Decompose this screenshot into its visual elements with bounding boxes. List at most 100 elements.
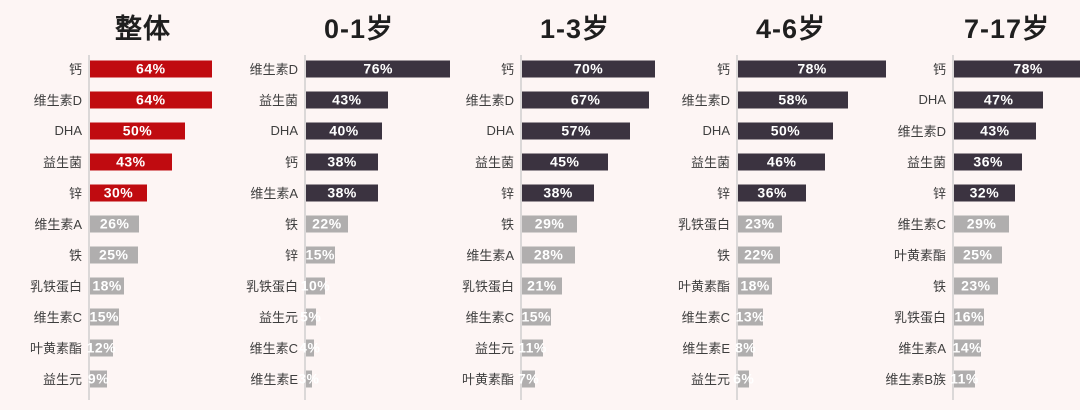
chart-row: 维生素C 4% <box>216 332 432 363</box>
chart-row: 铁 29% <box>432 208 648 239</box>
chart-row: 维生素D 43% <box>864 115 1080 146</box>
category-label: 维生素D <box>681 93 730 108</box>
bar-zone: 15% <box>89 308 216 326</box>
bar-value-label: 50% <box>122 122 153 139</box>
bar-zone: 43% <box>954 122 1080 140</box>
category-label: 锌 <box>716 186 730 201</box>
category-label: 钙 <box>932 62 946 77</box>
category-label: 维生素D <box>465 93 514 108</box>
bar: 11% <box>950 370 978 387</box>
bar: 22% <box>738 246 780 263</box>
category-label: 锌 <box>68 186 82 201</box>
bar-value-label: 4% <box>299 339 321 356</box>
category-label: DHA <box>270 123 298 138</box>
chart-rows-age-7-17: 钙 78% DHA 47% 维生素D 43% 益生菌 36% 锌 32% 维生素C 29% 叶黄素酯 25… <box>864 53 1080 410</box>
category-label: 维生素D <box>249 62 298 77</box>
chart-row: 锌 36% <box>648 177 864 208</box>
bar-zone: 10% <box>301 277 432 295</box>
chart-row: 铁 25% <box>0 239 216 270</box>
bar-zone: 7% <box>518 370 648 388</box>
bar-value-label: 11% <box>950 370 979 387</box>
category-label: 锌 <box>932 186 946 201</box>
bar-zone: 22% <box>306 215 432 233</box>
chart-row: 维生素A 26% <box>0 208 216 239</box>
category-label: DHA <box>702 123 730 138</box>
bar-value-label: 64% <box>136 60 166 77</box>
category-label: 维生素E <box>250 372 298 387</box>
bar: 15% <box>521 308 552 325</box>
axis-line <box>736 55 738 400</box>
chart-row: 乳铁蛋白 23% <box>648 208 864 239</box>
chart-row: 益生元 6% <box>648 363 864 394</box>
bar-zone: 36% <box>954 153 1080 171</box>
bar-zone: 11% <box>950 370 1080 388</box>
chart-title-overall: 整体 <box>115 14 171 44</box>
bar-value-label: 38% <box>543 184 573 201</box>
category-label: 铁 <box>932 279 946 294</box>
bar-value-label: 58% <box>778 91 808 108</box>
bar-zone: 64% <box>90 91 216 109</box>
bar-value-label: 15% <box>521 308 552 325</box>
category-label: 叶黄素酯 <box>461 372 514 387</box>
bar: 67% <box>522 91 650 108</box>
chart-row: 益生菌 36% <box>864 146 1080 177</box>
bar-value-label: 7% <box>518 370 540 387</box>
bar-zone: 46% <box>738 153 864 171</box>
bar-zone: 15% <box>521 308 648 326</box>
bar: 64% <box>90 60 212 77</box>
bar-value-label: 21% <box>527 277 557 294</box>
bar-value-label: 11% <box>518 339 547 356</box>
bar: 26% <box>90 215 140 232</box>
bar-value-label: 15% <box>305 246 336 263</box>
bar: 21% <box>522 277 562 294</box>
bar: 15% <box>89 308 119 325</box>
chart-title-age-1-3: 1-3岁 <box>539 14 611 44</box>
chart-row: 维生素A 38% <box>216 177 432 208</box>
bar-zone: 4% <box>299 339 432 357</box>
category-label: 益生元 <box>690 372 730 387</box>
category-label: 维生素C <box>33 310 82 325</box>
chart-row: 维生素D 58% <box>648 84 864 115</box>
bar-zone: 26% <box>90 215 216 233</box>
bar: 5% <box>300 308 321 325</box>
bar-value-label: 25% <box>98 246 129 263</box>
bar-zone: 16% <box>954 308 1080 326</box>
bar: 18% <box>90 277 125 294</box>
bar-zone: 15% <box>305 246 432 264</box>
chart-row: DHA 40% <box>216 115 432 146</box>
bar-value-label: 36% <box>757 184 787 201</box>
bar-value-label: 43% <box>980 122 1010 139</box>
bar-zone: 67% <box>522 91 650 109</box>
bar-value-label: 28% <box>533 246 564 263</box>
bar: 12% <box>87 339 116 356</box>
bar-zone: 78% <box>954 60 1080 78</box>
bar: 70% <box>522 60 655 77</box>
category-label: 维生素C <box>897 217 946 232</box>
bar-value-label: 9% <box>87 370 110 387</box>
bar-zone: 23% <box>738 215 864 233</box>
chart-row: 益生菌 45% <box>432 146 648 177</box>
category-label: 维生素A <box>898 341 946 356</box>
bar-value-label: 25% <box>962 246 993 263</box>
chart-row: 维生素B族 11% <box>864 363 1080 394</box>
bar: 8% <box>735 339 756 356</box>
category-label: 乳铁蛋白 <box>29 279 82 294</box>
bar: 50% <box>738 122 833 139</box>
chart-row: 益生元 5% <box>216 301 432 332</box>
bar-zone: 32% <box>954 184 1080 202</box>
bar: 14% <box>953 339 982 356</box>
category-label: 维生素D <box>897 124 946 139</box>
bar-zone: 43% <box>90 153 216 171</box>
bar-zone: 38% <box>306 184 432 202</box>
bar-value-label: 38% <box>327 184 357 201</box>
bar: 45% <box>522 153 608 170</box>
category-label: 铁 <box>68 248 82 263</box>
bar-value-label: 43% <box>116 153 146 170</box>
bar-zone: 45% <box>522 153 648 171</box>
bar: 36% <box>738 184 807 201</box>
bar-zone: 30% <box>90 184 216 202</box>
category-label: 维生素A <box>34 217 82 232</box>
bar-value-label: 29% <box>534 215 565 232</box>
chart-row: 维生素E 8% <box>648 332 864 363</box>
bar-value-label: 38% <box>327 153 357 170</box>
